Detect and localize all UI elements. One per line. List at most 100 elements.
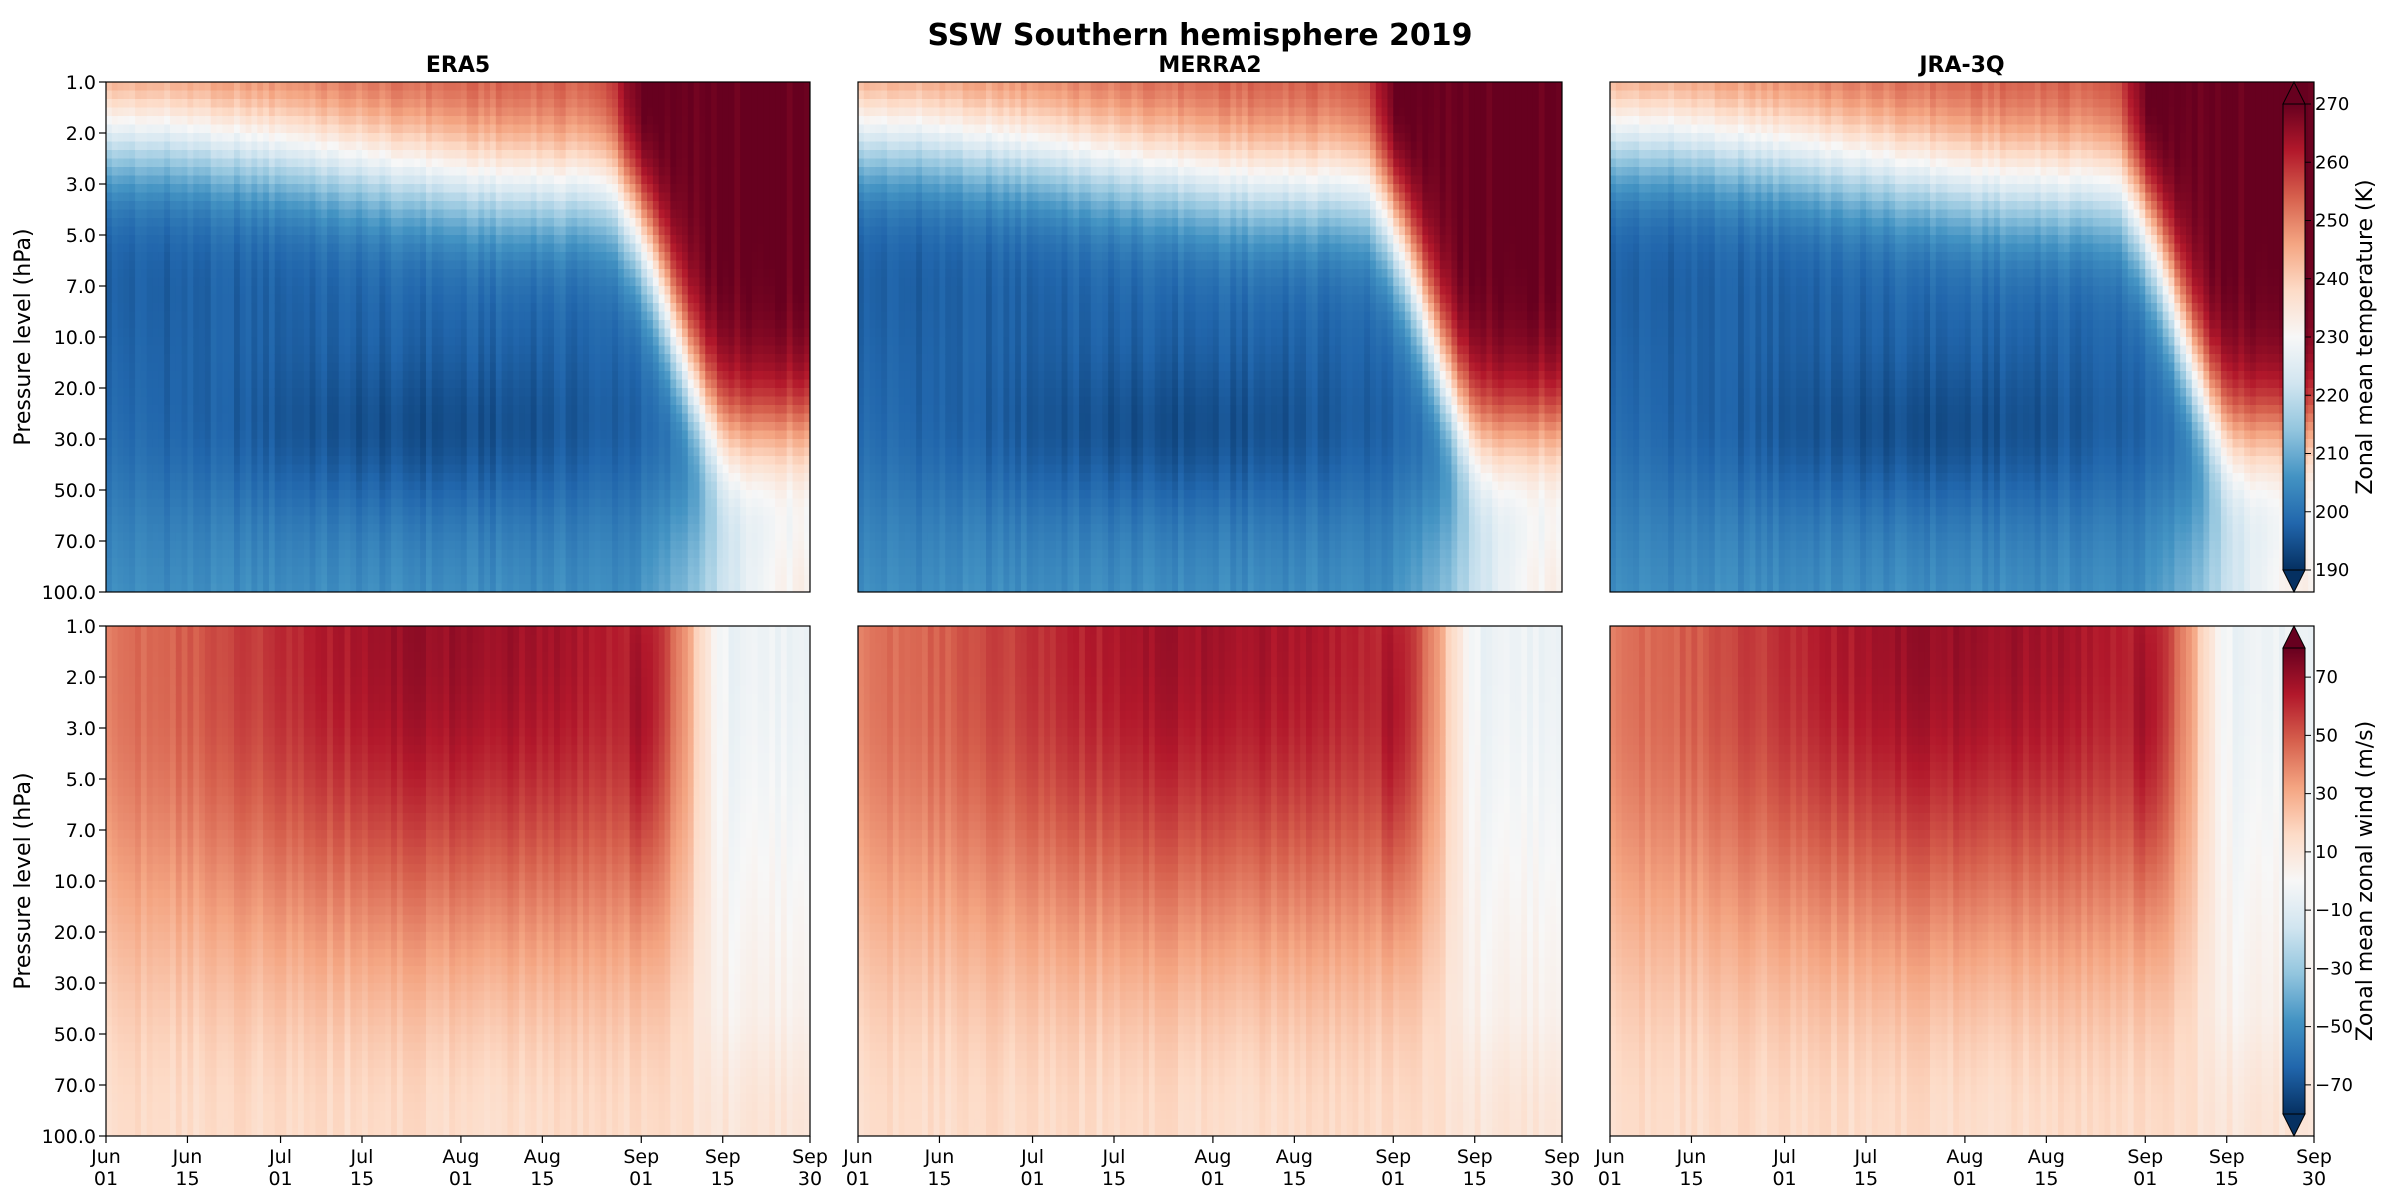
colorbar-tick-label: −50 (2315, 1017, 2353, 1038)
heatmap-cells (1610, 82, 2314, 592)
y-tick-label: 50.0 (54, 1024, 96, 1046)
heatmap-panel-jra-3q-zonal_wind: Jun01Jun15Jul01Jul15Aug01Aug15Sep01Sep15… (1594, 625, 2332, 1190)
y-tick-label: 2.0 (66, 667, 96, 689)
colorbar-tick-label: 30 (2315, 784, 2338, 805)
x-tick-label-day: 15 (711, 1168, 735, 1190)
x-tick-label-month: Jul (268, 1146, 292, 1168)
x-tick-label-day: 15 (1679, 1168, 1703, 1190)
colorbar-tick-label: 270 (2315, 94, 2349, 115)
x-tick-label-day: 15 (927, 1168, 951, 1190)
colorbar-tick-label: 50 (2315, 725, 2338, 746)
x-tick-label-day: 15 (1282, 1168, 1306, 1190)
x-tick-label-day: 01 (1020, 1168, 1044, 1190)
colorbar-tick-label: 250 (2315, 211, 2349, 232)
y-tick-label: 10.0 (54, 871, 96, 893)
heatmap-cells (1610, 626, 2314, 1136)
x-tick-label-month: Jun (842, 1146, 873, 1168)
colorbar-tick-label: 220 (2315, 385, 2349, 406)
x-tick-label-month: Jun (1676, 1146, 1707, 1168)
x-tick-label-day: 15 (350, 1168, 374, 1190)
x-tick-label-day: 01 (268, 1168, 292, 1190)
x-tick-label-month: Jun (172, 1146, 203, 1168)
x-tick-label-month: Jun (90, 1146, 121, 1168)
colorbar-tick-label: 260 (2315, 152, 2349, 173)
x-tick-label-day: 15 (1463, 1168, 1487, 1190)
panel-title-jra-3q: JRA-3Q (1917, 53, 2004, 78)
x-tick-label-month: Sep (1375, 1146, 1411, 1168)
x-tick-label-day: 01 (629, 1168, 653, 1190)
x-tick-label-month: Sep (2296, 1146, 2332, 1168)
x-tick-label-day: 01 (1953, 1168, 1977, 1190)
x-tick-label-day: 15 (530, 1168, 554, 1190)
plot-frame (857, 625, 1563, 1137)
colorbars: 190 200 210 220 230 240 250 260 270 Zonal mean te… (2282, 80, 2378, 1138)
x-tick-label-day: 01 (846, 1168, 870, 1190)
heatmap-panel-era5-temperature: ERA5 1.0 2.0 3.0 5.0 7.0 10.0 20.0 30.0 50.0 70.0 1… (11, 53, 811, 604)
heatmap-cells (858, 82, 1562, 592)
x-tick-label-day: 30 (1550, 1168, 1574, 1190)
y-tick-label: 100.0 (42, 582, 96, 604)
x-tick-label-month: Jul (1854, 1146, 1878, 1168)
x-tick-label-day: 01 (94, 1168, 118, 1190)
x-tick-label-day: 01 (1381, 1168, 1405, 1190)
y-tick-label: 10.0 (54, 327, 96, 349)
heatmap-cells (106, 626, 810, 1136)
x-tick-label-day: 01 (1598, 1168, 1622, 1190)
heatmap-panel-merra2-temperature: MERRA2 (857, 53, 1563, 593)
heatmap-cells (106, 82, 810, 592)
heatmap-panel-jra-3q-temperature: JRA-3Q (1609, 53, 2315, 593)
panel-title-era5: ERA5 (426, 53, 490, 78)
x-tick-label-month: Jul (1102, 1146, 1126, 1168)
x-tick-label-month: Jun (924, 1146, 955, 1168)
x-tick-label-month: Jul (350, 1146, 374, 1168)
x-tick-label-day: 30 (2302, 1168, 2326, 1190)
y-tick-label: 7.0 (66, 820, 96, 842)
x-tick-label-day: 01 (2133, 1168, 2157, 1190)
x-tick-label-day: 15 (2215, 1168, 2239, 1190)
x-tick-label-day: 01 (1201, 1168, 1225, 1190)
y-tick-label: 50.0 (54, 480, 96, 502)
x-tick-label-month: Sep (1457, 1146, 1493, 1168)
figure-title: SSW Southern hemisphere 2019 (928, 18, 1473, 53)
heatmap-cells (858, 626, 1562, 1136)
y-tick-label: 100.0 (42, 1126, 96, 1148)
y-axis-label: Pressure level (hPa) (11, 228, 36, 445)
x-tick-label-month: Jun (1594, 1146, 1625, 1168)
colorbar-label: Zonal mean zonal wind (m/s) (2353, 721, 2378, 1041)
y-tick-label: 20.0 (54, 378, 96, 400)
x-tick-label-month: Sep (705, 1146, 741, 1168)
y-tick-label: 3.0 (66, 718, 96, 740)
x-tick-label-month: Sep (2209, 1146, 2245, 1168)
y-tick-label: 3.0 (66, 174, 96, 196)
heatmap-panel-era5-zonal_wind: 1.0 2.0 3.0 5.0 7.0 10.0 20.0 30.0 50.0 70.0 100.0… (11, 616, 828, 1190)
y-tick-label: 5.0 (66, 225, 96, 247)
colorbar-label: Zonal mean temperature (K) (2353, 179, 2378, 494)
colorbar-zonal_wind: 70 50 30 10 −10 −30 −50 −70 Zonal mean zonal win… (2282, 624, 2378, 1138)
x-tick-label-month: Sep (623, 1146, 659, 1168)
x-tick-label-month: Jul (1772, 1146, 1796, 1168)
x-tick-label-month: Sep (792, 1146, 828, 1168)
x-tick-label-day: 01 (449, 1168, 473, 1190)
y-tick-label: 30.0 (54, 429, 96, 451)
x-tick-label-month: Jul (1020, 1146, 1044, 1168)
colorbar-tick-label: 10 (2315, 842, 2338, 863)
y-tick-label: 70.0 (54, 531, 96, 553)
x-tick-label-month: Sep (1544, 1146, 1580, 1168)
colorbar-tick-label: 200 (2315, 502, 2349, 523)
y-tick-label: 20.0 (54, 922, 96, 944)
x-tick-label-day: 15 (2034, 1168, 2058, 1190)
plot-frame (1609, 81, 2315, 593)
colorbar-tick-label: 230 (2315, 327, 2349, 348)
x-tick-label-month: Aug (524, 1146, 561, 1168)
y-axis-label: Pressure level (hPa) (11, 772, 36, 989)
x-tick-label-day: 15 (1102, 1168, 1126, 1190)
plot-frame (857, 81, 1563, 593)
colorbar-tick-label: 190 (2315, 560, 2349, 581)
colorbar-tick-label: 210 (2315, 444, 2349, 465)
x-tick-label-day: 01 (1772, 1168, 1796, 1190)
plot-frame (1609, 625, 2315, 1137)
y-tick-label: 30.0 (54, 973, 96, 995)
colorbar-tick-label: 70 (2315, 667, 2338, 688)
x-tick-label-month: Aug (1276, 1146, 1313, 1168)
